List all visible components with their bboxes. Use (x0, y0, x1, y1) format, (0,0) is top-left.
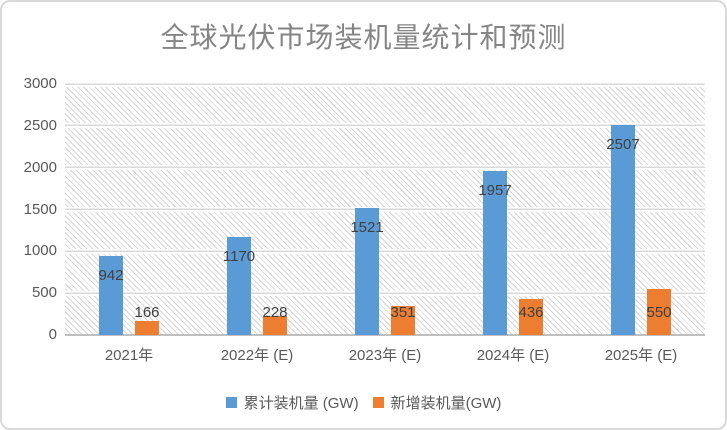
legend-swatch-new-icon (372, 397, 384, 408)
x-axis-tick-label: 2024年 (E) (476, 347, 550, 364)
gridline-1500 (65, 207, 705, 212)
bar-new-2024年 (E) (519, 298, 543, 335)
data-label-new-2021年: 166 (134, 304, 160, 321)
x-axis-tick-label: 2022年 (E) (220, 347, 294, 364)
bar-new-2025年 (E) (647, 288, 671, 335)
bar-new-2023年 (E) (391, 305, 415, 335)
chart-title: 全球光伏市场装机量统计和预测 (160, 22, 567, 53)
y-axis-tick-label: 3000 (23, 75, 57, 92)
gridline-2500 (65, 123, 705, 129)
gridline-1000 (65, 248, 705, 254)
y-axis-tick-label: 500 (31, 284, 57, 302)
data-label-new-2023年 (E): 351 (390, 304, 416, 321)
legend-item-cumulative: 累计装机量 (GW) (225, 392, 359, 413)
y-axis-tick-label: 2000 (23, 158, 57, 176)
bar-cumulative-2021年 (99, 256, 123, 335)
x-axis-tick-label: 2023年 (E) (348, 347, 422, 364)
data-label-new-2022年 (E): 228 (262, 304, 288, 321)
data-label-cumulative-2024年 (E): 1957 (478, 182, 512, 200)
gridline-500 (65, 290, 705, 296)
legend: 累计装机量 (GW) 新增装机量(GW) (2, 392, 725, 413)
data-label-new-2025年 (E): 550 (646, 304, 672, 321)
y-axis-tick-label: 2500 (23, 116, 57, 134)
legend-item-new: 新增装机量(GW) (372, 392, 502, 413)
data-label-cumulative-2022年 (E): 1170 (222, 248, 256, 266)
bar-cumulative-2024年 (E) (483, 171, 507, 335)
data-label-cumulative-2023年 (E): 1521 (350, 218, 384, 236)
y-axis-tick-label: 1000 (23, 242, 57, 260)
legend-swatch-cumulative-icon (225, 397, 237, 408)
y-axis-tick-label: 0 (48, 326, 57, 343)
bar-cumulative-2022年 (E) (227, 237, 251, 335)
legend-label: 累计装机量 (GW) (243, 395, 359, 412)
gridline-2000 (65, 165, 705, 171)
gridline-3000 (65, 81, 705, 87)
data-label-cumulative-2025年 (E): 2507 (606, 136, 640, 154)
bar-cumulative-2025年 (E) (611, 125, 635, 335)
x-axis-line (65, 334, 705, 336)
legend-label: 新增装机量(GW) (390, 395, 502, 412)
plot-area (65, 81, 705, 336)
y-axis-tick-label: 1500 (23, 200, 57, 218)
data-label-new-2024年 (E): 436 (518, 304, 544, 321)
x-axis-tick-label: 2021年 (104, 347, 154, 364)
x-axis-tick-label: 2025年 (E) (604, 347, 678, 364)
data-label-cumulative-2021年: 942 (98, 267, 124, 285)
bar-cumulative-2023年 (E) (355, 207, 379, 335)
bar-new-2022年 (E) (263, 315, 287, 335)
bar-new-2021年 (135, 321, 159, 335)
